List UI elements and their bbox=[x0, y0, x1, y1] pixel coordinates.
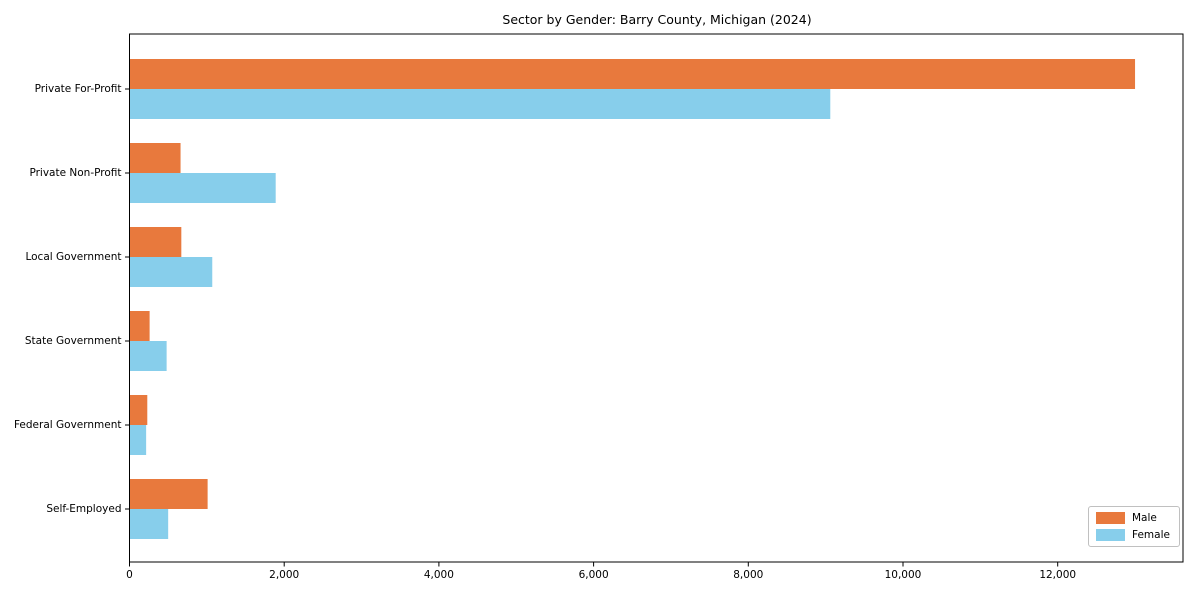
legend-swatch-male-icon bbox=[1096, 512, 1125, 524]
x-tick-label-4000: 4,000 bbox=[424, 569, 454, 581]
bar-male-state-government bbox=[129, 311, 150, 341]
x-tick-label-2000: 2,000 bbox=[269, 569, 299, 581]
bar-female-self-employed bbox=[129, 509, 169, 539]
y-tick-label-state-government: State Government bbox=[25, 335, 122, 347]
x-tick-label-12000: 12,000 bbox=[1039, 569, 1076, 581]
bar-male-private-non-profit bbox=[129, 143, 181, 173]
y-tick-label-self-employed: Self-Employed bbox=[46, 503, 121, 515]
y-tick-label-local-government: Local Government bbox=[25, 251, 121, 263]
bar-male-federal-government bbox=[129, 395, 148, 425]
legend-label-female: Female bbox=[1132, 529, 1170, 541]
legend-swatch-female-icon bbox=[1096, 529, 1125, 541]
y-tick-label-private-non-profit: Private Non-Profit bbox=[29, 167, 121, 179]
bar-female-federal-government bbox=[129, 425, 147, 455]
x-tick-label-10000: 10,000 bbox=[885, 569, 922, 581]
legend-item-female: Female bbox=[1096, 529, 1172, 541]
plot-border bbox=[129, 33, 1184, 563]
legend-label-male: Male bbox=[1132, 512, 1157, 524]
bar-male-private-for-profit bbox=[129, 59, 1136, 89]
bar-female-private-for-profit bbox=[129, 89, 831, 119]
bar-female-local-government bbox=[129, 257, 213, 287]
chart-title: Sector by Gender: Barry County, Michigan… bbox=[502, 12, 812, 27]
y-tick-label-private-for-profit: Private For-Profit bbox=[35, 83, 122, 95]
x-tick-label-8000: 8,000 bbox=[733, 569, 763, 581]
bar-male-local-government bbox=[129, 227, 182, 257]
bar-female-private-non-profit bbox=[129, 173, 276, 203]
x-tick-label-0: 0 bbox=[126, 569, 133, 581]
x-tick-label-6000: 6,000 bbox=[579, 569, 609, 581]
bar-female-state-government bbox=[129, 341, 167, 371]
y-tick-label-federal-government: Federal Government bbox=[14, 419, 122, 431]
bar-male-self-employed bbox=[129, 479, 208, 509]
legend-item-male: Male bbox=[1096, 512, 1172, 524]
legend: Male Female bbox=[1088, 506, 1180, 547]
